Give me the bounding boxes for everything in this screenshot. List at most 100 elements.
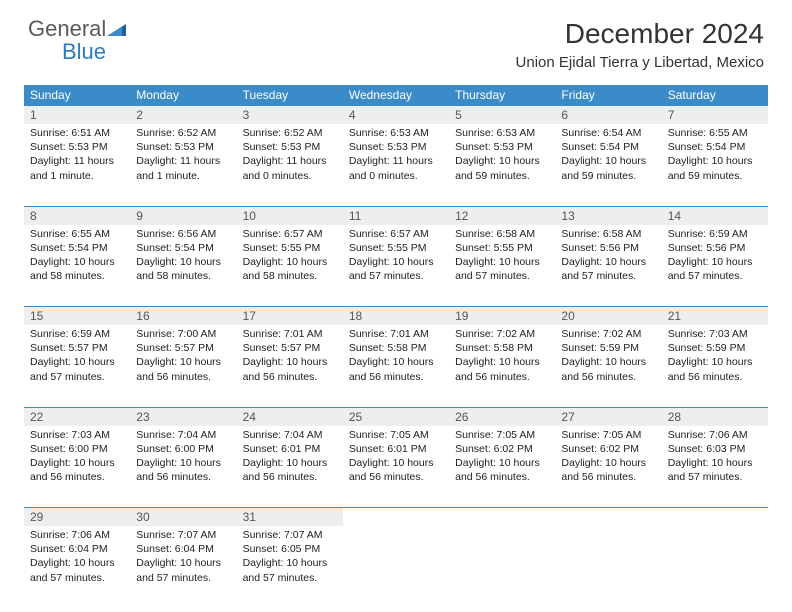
day-content-cell: Sunrise: 7:00 AMSunset: 5:57 PMDaylight:… [130,325,236,407]
day-content-row: Sunrise: 6:55 AMSunset: 5:54 PM Daylight:… [24,225,768,307]
sunset-line: Sunset: 6:00 PM [136,442,230,456]
sunset-line: Sunset: 5:54 PM [561,140,655,154]
day-number-cell: 16 [130,307,236,326]
day-number-cell: 31 [237,508,343,527]
logo-text-general: General [28,16,106,41]
sunset-line: Sunset: 6:01 PM [349,442,443,456]
sunset-line: Sunset: 5:57 PM [243,341,337,355]
sunrise-line: Sunrise: 7:07 AM [136,528,230,542]
daylight-line: Daylight: 10 hours and 57 minutes. [243,556,337,584]
weekday-header: Tuesday [237,85,343,106]
day-number-cell: 24 [237,407,343,426]
day-number-cell: 15 [24,307,130,326]
daylight-line: Daylight: 10 hours and 57 minutes. [30,556,124,584]
sunrise-line: Sunrise: 7:05 AM [561,428,655,442]
sunrise-line: Sunrise: 6:57 AM [243,227,337,241]
day-content-cell: Sunrise: 6:55 AMSunset: 5:54 PMDaylight:… [24,225,130,307]
day-number-cell [449,508,555,527]
sunrise-line: Sunrise: 6:55 AM [668,126,762,140]
sunset-line: Sunset: 5:53 PM [243,140,337,154]
weekday-header: Monday [130,85,236,106]
day-number-cell: 28 [662,407,768,426]
day-number-cell: 29 [24,508,130,527]
sunrise-line: Sunrise: 6:52 AM [136,126,230,140]
day-content-cell: Sunrise: 7:07 AMSunset: 6:04 PMDaylight:… [130,526,236,608]
sunrise-line: Sunrise: 7:03 AM [668,327,762,341]
sunset-line: Sunset: 6:04 PM [136,542,230,556]
sunrise-line: Sunrise: 6:55 AM [30,227,124,241]
daylight-line: Daylight: 10 hours and 57 minutes. [30,355,124,383]
weekday-header: Friday [555,85,661,106]
weekday-header: Saturday [662,85,768,106]
day-content-cell: Sunrise: 7:05 AMSunset: 6:02 PMDaylight:… [555,426,661,508]
sunset-line: Sunset: 5:53 PM [136,140,230,154]
sunrise-line: Sunrise: 7:06 AM [30,528,124,542]
daylight-line: Daylight: 10 hours and 56 minutes. [136,456,230,484]
day-content-cell: Sunrise: 6:53 AMSunset: 5:53 PMDaylight:… [449,124,555,206]
sunset-line: Sunset: 5:55 PM [455,241,549,255]
calendar-table: SundayMondayTuesdayWednesdayThursdayFrid… [24,85,768,608]
day-number-cell: 1 [24,106,130,125]
daylight-line: Daylight: 11 hours and 1 minute. [30,154,124,182]
sunset-line: Sunset: 6:02 PM [561,442,655,456]
sunset-line: Sunset: 5:53 PM [455,140,549,154]
daylight-line: Daylight: 10 hours and 58 minutes. [136,255,230,283]
daylight-line: Daylight: 10 hours and 57 minutes. [668,255,762,283]
day-number-cell: 3 [237,106,343,125]
sunrise-line: Sunrise: 6:56 AM [136,227,230,241]
sunrise-line: Sunrise: 6:54 AM [561,126,655,140]
day-number-cell: 10 [237,206,343,225]
day-number-cell: 26 [449,407,555,426]
sunrise-line: Sunrise: 6:59 AM [30,327,124,341]
sunrise-line: Sunrise: 6:51 AM [30,126,124,140]
day-content-cell: Sunrise: 6:56 AMSunset: 5:54 PMDaylight:… [130,225,236,307]
day-content-cell: Sunrise: 6:52 AMSunset: 5:53 PMDaylight:… [237,124,343,206]
sunset-line: Sunset: 6:02 PM [455,442,549,456]
sunrise-line: Sunrise: 6:59 AM [668,227,762,241]
daylight-line: Daylight: 10 hours and 57 minutes. [561,255,655,283]
day-content-cell: Sunrise: 7:02 AMSunset: 5:58 PMDaylight:… [449,325,555,407]
day-content-cell: Sunrise: 6:58 AMSunset: 5:56 PMDaylight:… [555,225,661,307]
day-content-cell: Sunrise: 7:04 AMSunset: 6:00 PMDaylight:… [130,426,236,508]
day-content-cell: Sunrise: 7:06 AMSunset: 6:04 PMDaylight:… [24,526,130,608]
sunrise-line: Sunrise: 7:02 AM [455,327,549,341]
day-number-row: 22232425262728 [24,407,768,426]
day-number-cell: 13 [555,206,661,225]
calendar-body: 1234567Sunrise: 6:51 AMSunset: 5:53 PMDa… [24,106,768,609]
sunrise-line: Sunrise: 6:57 AM [349,227,443,241]
day-content-cell: Sunrise: 6:51 AMSunset: 5:53 PMDaylight:… [24,124,130,206]
weekday-header: Wednesday [343,85,449,106]
day-content-cell [555,526,661,608]
daylight-line: Daylight: 10 hours and 59 minutes. [668,154,762,182]
sunset-line: Sunset: 5:53 PM [349,140,443,154]
day-number-cell: 18 [343,307,449,326]
day-content-cell [449,526,555,608]
day-content-cell [343,526,449,608]
day-content-cell: Sunrise: 6:59 AMSunset: 5:56 PMDaylight:… [662,225,768,307]
day-content-cell: Sunrise: 6:57 AMSunset: 5:55 PMDaylight:… [237,225,343,307]
sunset-line: Sunset: 5:57 PM [136,341,230,355]
header: GeneralBlue December 2024 Union Ejidal T… [0,0,792,75]
day-content-cell: Sunrise: 7:04 AMSunset: 6:01 PMDaylight:… [237,426,343,508]
day-content-cell: Sunrise: 7:01 AMSunset: 5:58 PMDaylight:… [343,325,449,407]
day-content-cell: Sunrise: 6:52 AMSunset: 5:53 PMDaylight:… [130,124,236,206]
day-content-cell: Sunrise: 7:05 AMSunset: 6:02 PMDaylight:… [449,426,555,508]
day-number-cell: 7 [662,106,768,125]
sunrise-line: Sunrise: 6:53 AM [455,126,549,140]
daylight-line: Daylight: 10 hours and 59 minutes. [455,154,549,182]
daylight-line: Daylight: 10 hours and 56 minutes. [243,456,337,484]
day-number-cell: 14 [662,206,768,225]
day-content-cell: Sunrise: 7:01 AMSunset: 5:57 PMDaylight:… [237,325,343,407]
sunset-line: Sunset: 5:54 PM [668,140,762,154]
day-number-cell: 22 [24,407,130,426]
sunset-line: Sunset: 5:59 PM [668,341,762,355]
logo: GeneralBlue [28,18,129,63]
sunset-line: Sunset: 5:56 PM [668,241,762,255]
weekday-header: Thursday [449,85,555,106]
sunset-line: Sunset: 5:54 PM [30,241,124,255]
day-number-cell: 2 [130,106,236,125]
sunrise-line: Sunrise: 7:05 AM [349,428,443,442]
sunset-line: Sunset: 5:57 PM [30,341,124,355]
daylight-line: Daylight: 10 hours and 57 minutes. [349,255,443,283]
day-number-cell: 23 [130,407,236,426]
